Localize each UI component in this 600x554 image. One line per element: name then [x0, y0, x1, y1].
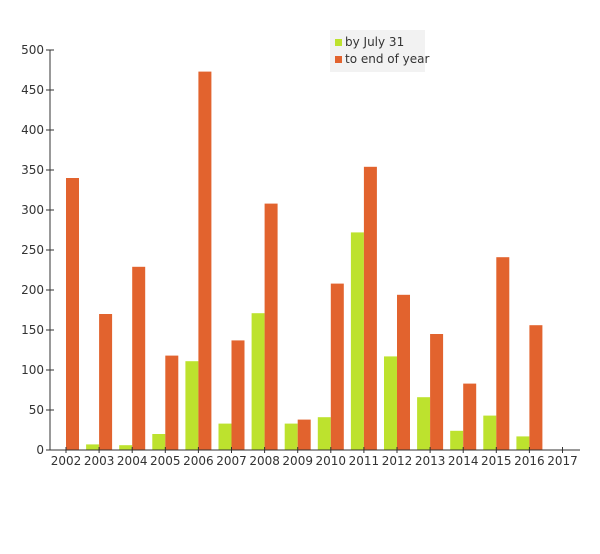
x-tick-label-2011: 2011: [349, 454, 380, 468]
y-tick-label-100: 100: [21, 363, 44, 377]
y-tick-label-500: 500: [21, 43, 44, 57]
y-tick-label-450: 450: [21, 83, 44, 97]
bar-by-july-31-2015: [483, 415, 497, 450]
bar-by-july-31-2007: [218, 423, 232, 450]
x-tick-label-2014: 2014: [448, 454, 479, 468]
y-tick-label-350: 350: [21, 163, 44, 177]
x-tick-label-2013: 2013: [415, 454, 446, 468]
bar-to-end-of-year-2010: [330, 283, 344, 450]
x-axis-ticks: 2002 2003 2004 2005 2006 2007 2008 2009 2010 2011…: [51, 447, 578, 468]
bar-by-july-31-2014: [450, 430, 464, 450]
x-tick-label-2016: 2016: [514, 454, 545, 468]
bar-by-july-31-2010: [317, 417, 331, 450]
bar-by-july-31-2003: [86, 444, 100, 450]
bar-to-end-of-year-2015: [496, 257, 510, 450]
x-tick-label-2017: 2017: [547, 454, 578, 468]
bar-to-end-of-year-2008: [264, 203, 278, 450]
legend: by July 31 to end of year: [330, 30, 430, 72]
bars: [66, 71, 543, 451]
bar-to-end-of-year-2009: [297, 419, 311, 450]
y-tick-label-0: 0: [36, 443, 44, 457]
legend-swatch-to-end-of-year: [335, 56, 342, 63]
y-tick-label-400: 400: [21, 123, 44, 137]
bar-to-end-of-year-2011: [363, 166, 377, 451]
x-tick-label-2010: 2010: [316, 454, 347, 468]
bar-by-july-31-2005: [152, 434, 166, 450]
bar-by-july-31-2016: [516, 436, 530, 450]
bar-to-end-of-year-2012: [397, 294, 410, 450]
bar-to-end-of-year-2016: [529, 325, 543, 450]
bar-by-july-31-2009: [284, 423, 298, 450]
legend-label-by-july-31: by July 31: [345, 35, 404, 49]
bar-by-july-31-2006: [185, 361, 199, 450]
bar-by-july-31-2012: [384, 356, 397, 450]
bar-to-end-of-year-2014: [463, 383, 477, 450]
x-tick-label-2008: 2008: [249, 454, 280, 468]
bar-by-july-31-2013: [417, 397, 431, 450]
x-tick-label-2012: 2012: [382, 454, 413, 468]
y-tick-label-150: 150: [21, 323, 44, 337]
bar-to-end-of-year-2002: [66, 178, 79, 450]
bar-by-july-31-2008: [251, 313, 265, 450]
bar-by-july-31-2004: [119, 445, 133, 450]
bar-to-end-of-year-2004: [132, 266, 146, 450]
y-tick-label-50: 50: [29, 403, 44, 417]
bar-by-july-31-2011: [350, 232, 364, 450]
bar-to-end-of-year-2006: [198, 71, 212, 450]
y-tick-label-300: 300: [21, 203, 44, 217]
x-tick-label-2015: 2015: [481, 454, 512, 468]
legend-label-to-end-of-year: to end of year: [345, 52, 430, 66]
x-tick-label-2002: 2002: [51, 454, 82, 468]
x-tick-label-2007: 2007: [216, 454, 247, 468]
bar-to-end-of-year-2005: [165, 355, 179, 450]
legend-background: [330, 30, 425, 72]
legend-swatch-by-july-31: [335, 39, 342, 46]
x-tick-label-2004: 2004: [117, 454, 148, 468]
y-tick-label-250: 250: [21, 243, 44, 257]
y-tick-label-200: 200: [21, 283, 44, 297]
x-tick-label-2009: 2009: [282, 454, 313, 468]
x-tick-label-2006: 2006: [183, 454, 214, 468]
bar-to-end-of-year-2003: [99, 314, 113, 450]
bar-to-end-of-year-2007: [231, 340, 245, 450]
bar-to-end-of-year-2013: [430, 334, 444, 450]
x-tick-label-2005: 2005: [150, 454, 181, 468]
y-axis-ticks: 0 50 100 150 200 250 300 350 400 450 500: [21, 43, 54, 457]
x-tick-label-2003: 2003: [84, 454, 115, 468]
